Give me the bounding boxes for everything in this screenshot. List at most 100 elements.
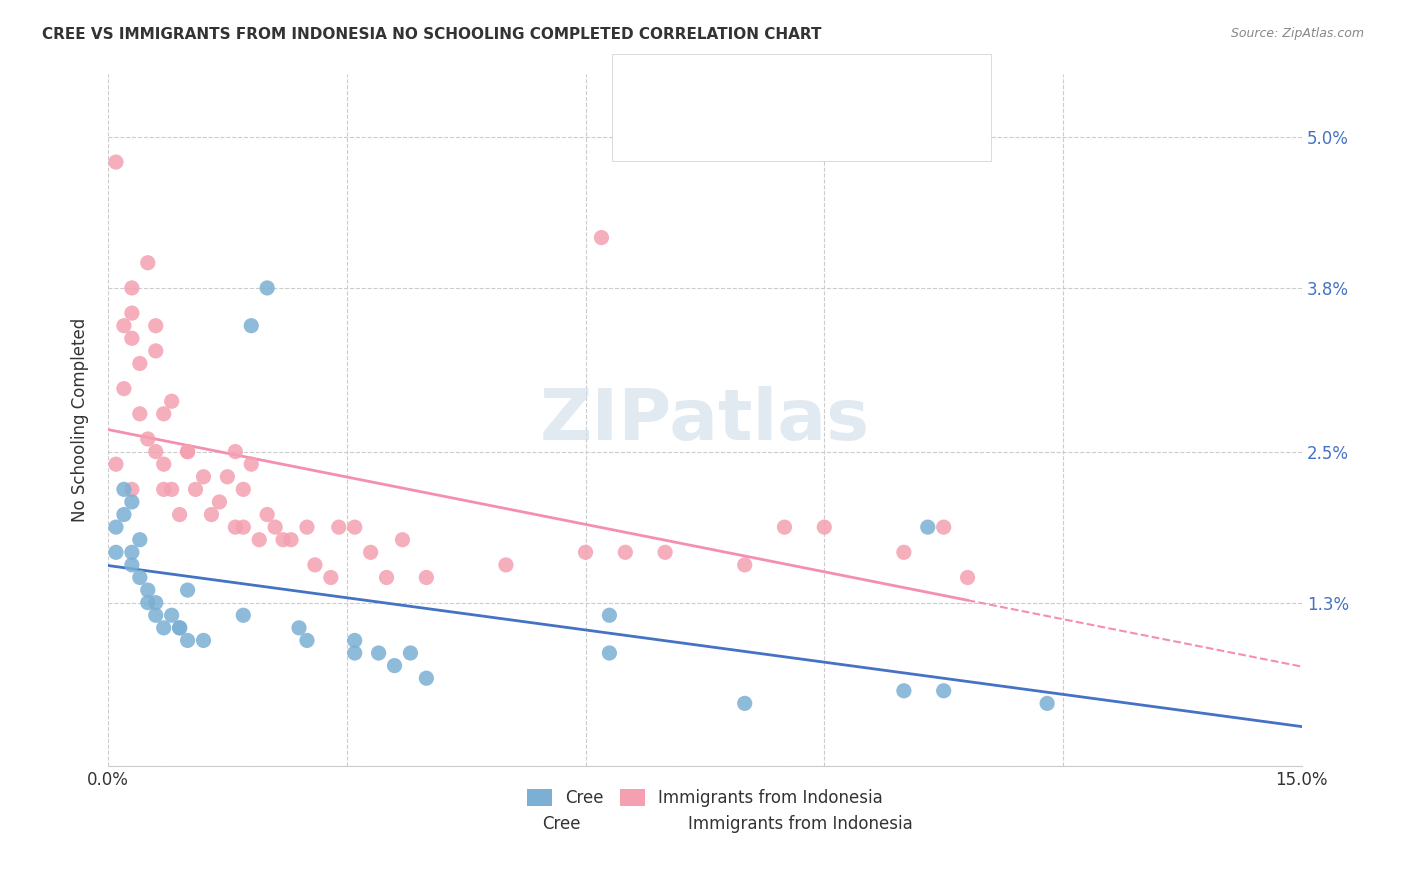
Point xyxy=(112,483,135,497)
Point xyxy=(176,633,198,648)
Point xyxy=(224,520,246,534)
Point xyxy=(240,457,263,471)
Point xyxy=(176,583,198,598)
Y-axis label: No Schooling Completed: No Schooling Completed xyxy=(72,318,89,522)
Point xyxy=(176,444,198,458)
Point xyxy=(734,558,756,572)
Point xyxy=(360,545,382,559)
Point xyxy=(893,545,915,559)
Point xyxy=(145,343,167,358)
Point xyxy=(956,570,979,584)
Point xyxy=(1036,697,1059,711)
Point xyxy=(614,545,637,559)
Point xyxy=(264,520,287,534)
Point xyxy=(591,230,613,244)
Point xyxy=(121,483,143,497)
Point xyxy=(160,483,183,497)
Point xyxy=(391,533,413,547)
Point xyxy=(176,444,198,458)
Text: CREE VS IMMIGRANTS FROM INDONESIA NO SCHOOLING COMPLETED CORRELATION CHART: CREE VS IMMIGRANTS FROM INDONESIA NO SCH… xyxy=(42,27,821,42)
Point xyxy=(145,596,167,610)
Point xyxy=(384,658,406,673)
Point xyxy=(121,558,143,572)
Point xyxy=(773,520,796,534)
Point xyxy=(367,646,389,660)
Point xyxy=(280,533,302,547)
Point xyxy=(893,683,915,698)
Point xyxy=(271,533,294,547)
Point xyxy=(200,508,222,522)
Point xyxy=(104,545,127,559)
Point xyxy=(247,533,270,547)
Point xyxy=(917,520,939,534)
Text: Cree: Cree xyxy=(543,814,581,833)
Point xyxy=(152,407,174,421)
Point xyxy=(232,483,254,497)
Point xyxy=(574,545,596,559)
Point xyxy=(256,281,278,295)
Point xyxy=(121,545,143,559)
Point xyxy=(375,570,398,584)
Point xyxy=(240,318,263,333)
Point xyxy=(160,394,183,409)
Point xyxy=(128,356,150,370)
Point xyxy=(598,646,620,660)
Point xyxy=(295,633,318,648)
Point xyxy=(654,545,676,559)
Point xyxy=(128,407,150,421)
Point xyxy=(121,281,143,295)
Point xyxy=(224,444,246,458)
Text: ZIPatlas: ZIPatlas xyxy=(540,385,870,455)
Point xyxy=(734,697,756,711)
Text: Source: ZipAtlas.com: Source: ZipAtlas.com xyxy=(1230,27,1364,40)
Point xyxy=(152,483,174,497)
Point xyxy=(232,608,254,623)
Point xyxy=(112,318,135,333)
Point xyxy=(343,646,366,660)
Point xyxy=(121,331,143,345)
Point xyxy=(160,608,183,623)
Point xyxy=(169,508,191,522)
Point xyxy=(136,583,159,598)
Point xyxy=(152,621,174,635)
Point xyxy=(145,318,167,333)
Point xyxy=(104,155,127,169)
Point xyxy=(415,671,437,685)
Point xyxy=(193,469,215,483)
Point xyxy=(121,495,143,509)
Point xyxy=(136,596,159,610)
Point xyxy=(304,558,326,572)
Point xyxy=(184,483,207,497)
Point xyxy=(328,520,350,534)
Point xyxy=(319,570,342,584)
Point xyxy=(813,520,835,534)
Point xyxy=(256,508,278,522)
Point xyxy=(932,520,955,534)
Point xyxy=(145,608,167,623)
Point xyxy=(169,621,191,635)
Point xyxy=(112,382,135,396)
Point xyxy=(495,558,517,572)
Point xyxy=(136,256,159,270)
Point xyxy=(145,444,167,458)
Text: Immigrants from Indonesia: Immigrants from Indonesia xyxy=(688,814,912,833)
Point xyxy=(217,469,239,483)
Point xyxy=(104,457,127,471)
Point xyxy=(295,520,318,534)
Point xyxy=(112,508,135,522)
Point xyxy=(598,608,620,623)
Point xyxy=(343,520,366,534)
Point xyxy=(152,457,174,471)
Point xyxy=(208,495,231,509)
Point xyxy=(415,570,437,584)
Point xyxy=(104,520,127,534)
Point xyxy=(121,306,143,320)
Point xyxy=(128,533,150,547)
Point xyxy=(932,683,955,698)
Point xyxy=(193,633,215,648)
Point xyxy=(288,621,311,635)
Point xyxy=(128,570,150,584)
Legend: R = -0.380   N = 26, R =  -0.174   N = 49: R = -0.380 N = 26, R = -0.174 N = 49 xyxy=(751,69,970,127)
Point xyxy=(399,646,422,660)
Point xyxy=(169,621,191,635)
